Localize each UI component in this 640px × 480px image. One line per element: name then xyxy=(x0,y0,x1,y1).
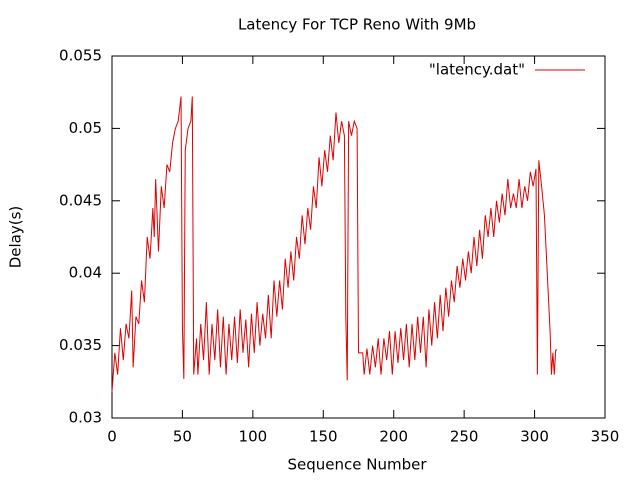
x-tick-label: 300 xyxy=(520,428,549,446)
y-tick-label: 0.05 xyxy=(69,119,102,137)
chart-title: Latency For TCP Reno With 9Mb xyxy=(238,16,476,34)
x-axis-label: Sequence Number xyxy=(287,456,427,474)
y-tick-label: 0.035 xyxy=(59,336,102,354)
y-axis-label: Delay(s) xyxy=(7,206,25,269)
data-line xyxy=(111,96,558,392)
y-tick-label: 0.045 xyxy=(59,191,102,209)
y-tick-label: 0.04 xyxy=(69,264,102,282)
y-tick-label: 0.055 xyxy=(59,47,102,65)
x-tick-label: 150 xyxy=(309,428,338,446)
x-tick-label: 100 xyxy=(239,428,268,446)
legend-label: "latency.dat" xyxy=(429,61,525,79)
plot-frame xyxy=(111,55,606,419)
y-tick-label: 0.03 xyxy=(69,409,102,427)
x-tick-label: 200 xyxy=(379,428,408,446)
x-tick-label: 50 xyxy=(173,428,192,446)
x-tick-label: 350 xyxy=(591,428,620,446)
x-tick-label: 0 xyxy=(107,428,117,446)
x-tick-label: 250 xyxy=(450,428,479,446)
